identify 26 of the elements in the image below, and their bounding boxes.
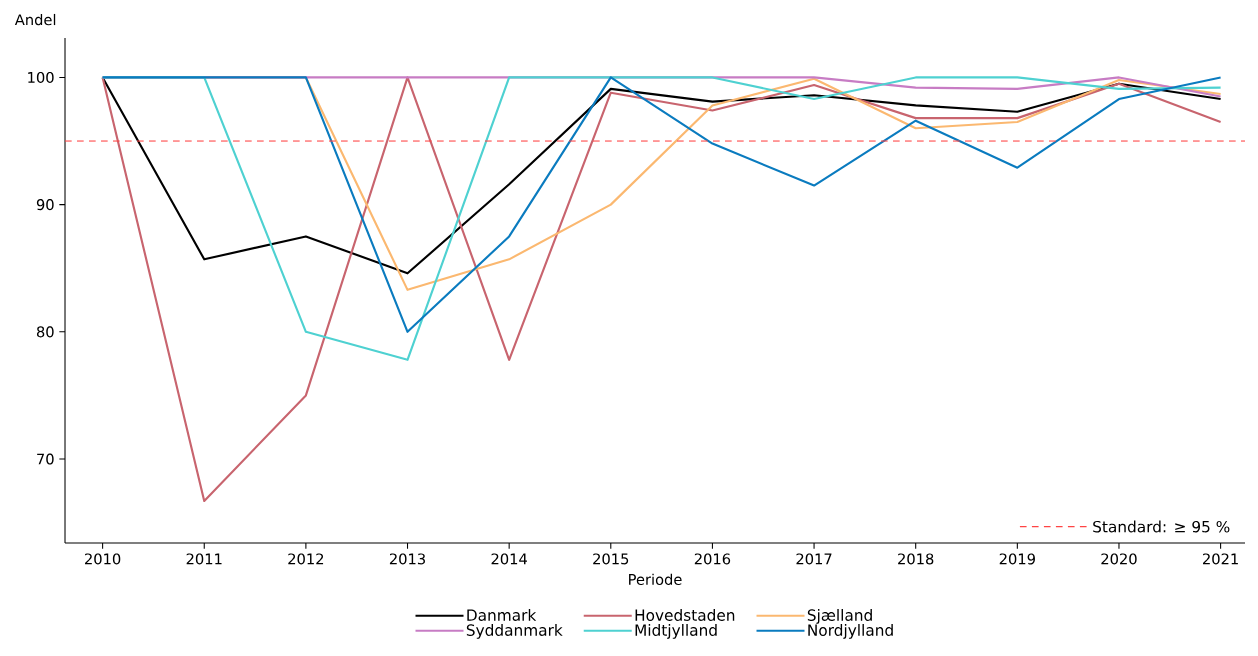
x-tick-label: 2010 xyxy=(85,553,121,565)
x-tick-label: 2011 xyxy=(186,553,222,565)
y-tick-label: 90 xyxy=(36,199,54,211)
legend-label: Standard: ≥ 95 % xyxy=(1093,520,1230,533)
x-tick-label: 2018 xyxy=(898,553,934,565)
y-tick-label: 80 xyxy=(36,326,54,338)
x-tick-label: 2015 xyxy=(593,553,629,565)
x-tick-label: 2012 xyxy=(288,553,324,565)
x-tick-label: 2019 xyxy=(999,553,1035,565)
legend-label: Danmark xyxy=(467,609,537,621)
legend-label: Sjælland xyxy=(807,609,872,624)
x-tick-label: 2020 xyxy=(1101,553,1137,565)
line-series xyxy=(101,76,1222,503)
x-axis-title: Periode xyxy=(629,573,682,585)
y-tick-label: 70 xyxy=(37,453,54,465)
y-tick-label: 100 xyxy=(28,71,54,83)
x-tick-label: 2014 xyxy=(491,553,527,565)
x-tick-label: 2021 xyxy=(1203,553,1238,565)
x-tick-label: 2017 xyxy=(796,553,832,565)
legend-label: Nordjylland xyxy=(808,624,893,639)
y-axis-title: Andel xyxy=(14,13,56,26)
legend-label: Hovedstaden xyxy=(635,609,735,621)
legend-label: Syddanmark xyxy=(466,624,563,639)
x-tick-label: 2016 xyxy=(694,553,731,565)
legend-label: Midtjylland xyxy=(635,624,717,639)
x-tick-label: 2013 xyxy=(389,553,425,565)
